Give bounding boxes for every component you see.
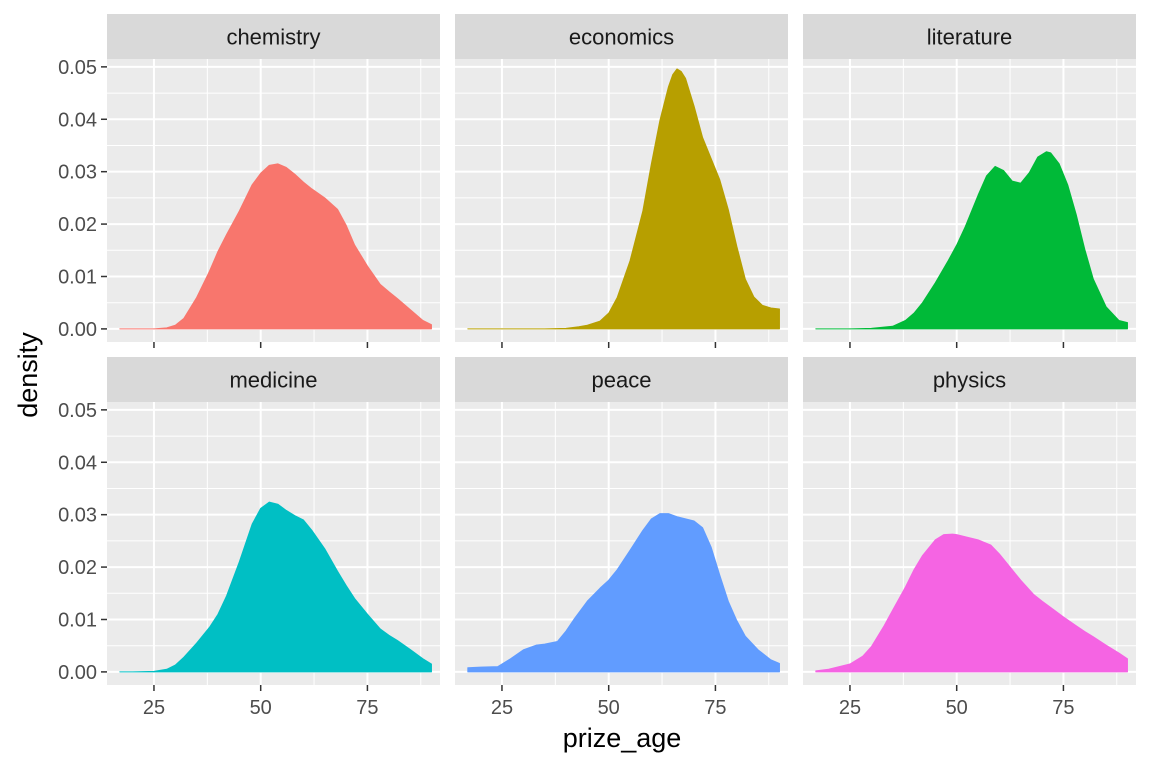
facet-panel: physics bbox=[803, 357, 1136, 685]
facet-strip bbox=[107, 357, 440, 402]
x-tick-label: 25 bbox=[491, 697, 513, 719]
y-tick-label: 0.02 bbox=[58, 214, 97, 236]
y-tick-label: 0.04 bbox=[58, 109, 97, 131]
density-area bbox=[467, 68, 780, 330]
density-area bbox=[815, 533, 1128, 673]
density-area bbox=[467, 513, 780, 673]
x-axis-title: prize_age bbox=[563, 723, 682, 753]
x-tick-label: 25 bbox=[839, 697, 861, 719]
facet-strip-label: peace bbox=[592, 368, 652, 393]
y-tick-label: 0.00 bbox=[58, 319, 97, 341]
y-tick-label: 0.04 bbox=[58, 452, 97, 474]
density-area bbox=[815, 151, 1128, 330]
y-tick-label: 0.02 bbox=[58, 557, 97, 579]
x-axes: 25 50 75 25 50 75 25 50 75 bbox=[143, 342, 1075, 719]
facet-panel: medicine bbox=[107, 357, 440, 685]
facet-strip-label: economics bbox=[569, 25, 674, 50]
facet-strip bbox=[455, 357, 788, 402]
y-tick-label: 0.03 bbox=[58, 162, 97, 184]
facet-strip bbox=[803, 14, 1136, 59]
facet-panel: economics bbox=[455, 14, 788, 342]
x-tick-label: 50 bbox=[946, 697, 968, 719]
y-tick-label: 0.05 bbox=[58, 400, 97, 422]
y-tick-label: 0.01 bbox=[58, 609, 97, 631]
x-tick-label: 50 bbox=[598, 697, 620, 719]
facet-strip bbox=[455, 14, 788, 59]
y-axes: 0.00 0.01 0.02 0.03 0.04 0.05 0.00 0.01 0.02 0.03… bbox=[58, 57, 107, 684]
facet-panels: chemistry economics literature medicine peac… bbox=[107, 14, 1136, 685]
x-tick-label: 50 bbox=[250, 697, 272, 719]
y-axis-title: density bbox=[13, 332, 43, 418]
x-tick-label: 25 bbox=[143, 697, 165, 719]
x-tick-label: 75 bbox=[704, 697, 726, 719]
x-tick-label: 75 bbox=[1052, 697, 1074, 719]
facet-panel: chemistry bbox=[107, 14, 440, 342]
facet-strip-label: physics bbox=[933, 368, 1006, 393]
y-tick-label: 0.00 bbox=[58, 662, 97, 684]
facet-panel: peace bbox=[455, 357, 788, 685]
facet-panel: literature bbox=[803, 14, 1136, 342]
facet-strip-label: chemistry bbox=[226, 25, 320, 50]
facet-strip bbox=[107, 14, 440, 59]
facet-strip-label: medicine bbox=[229, 368, 317, 393]
facet-strip-label: literature bbox=[927, 25, 1013, 50]
density-area bbox=[119, 501, 432, 673]
y-tick-label: 0.01 bbox=[58, 266, 97, 288]
density-area bbox=[119, 163, 432, 330]
facet-strip bbox=[803, 357, 1136, 402]
y-tick-label: 0.03 bbox=[58, 505, 97, 527]
x-tick-label: 75 bbox=[356, 697, 378, 719]
y-tick-label: 0.05 bbox=[58, 57, 97, 79]
